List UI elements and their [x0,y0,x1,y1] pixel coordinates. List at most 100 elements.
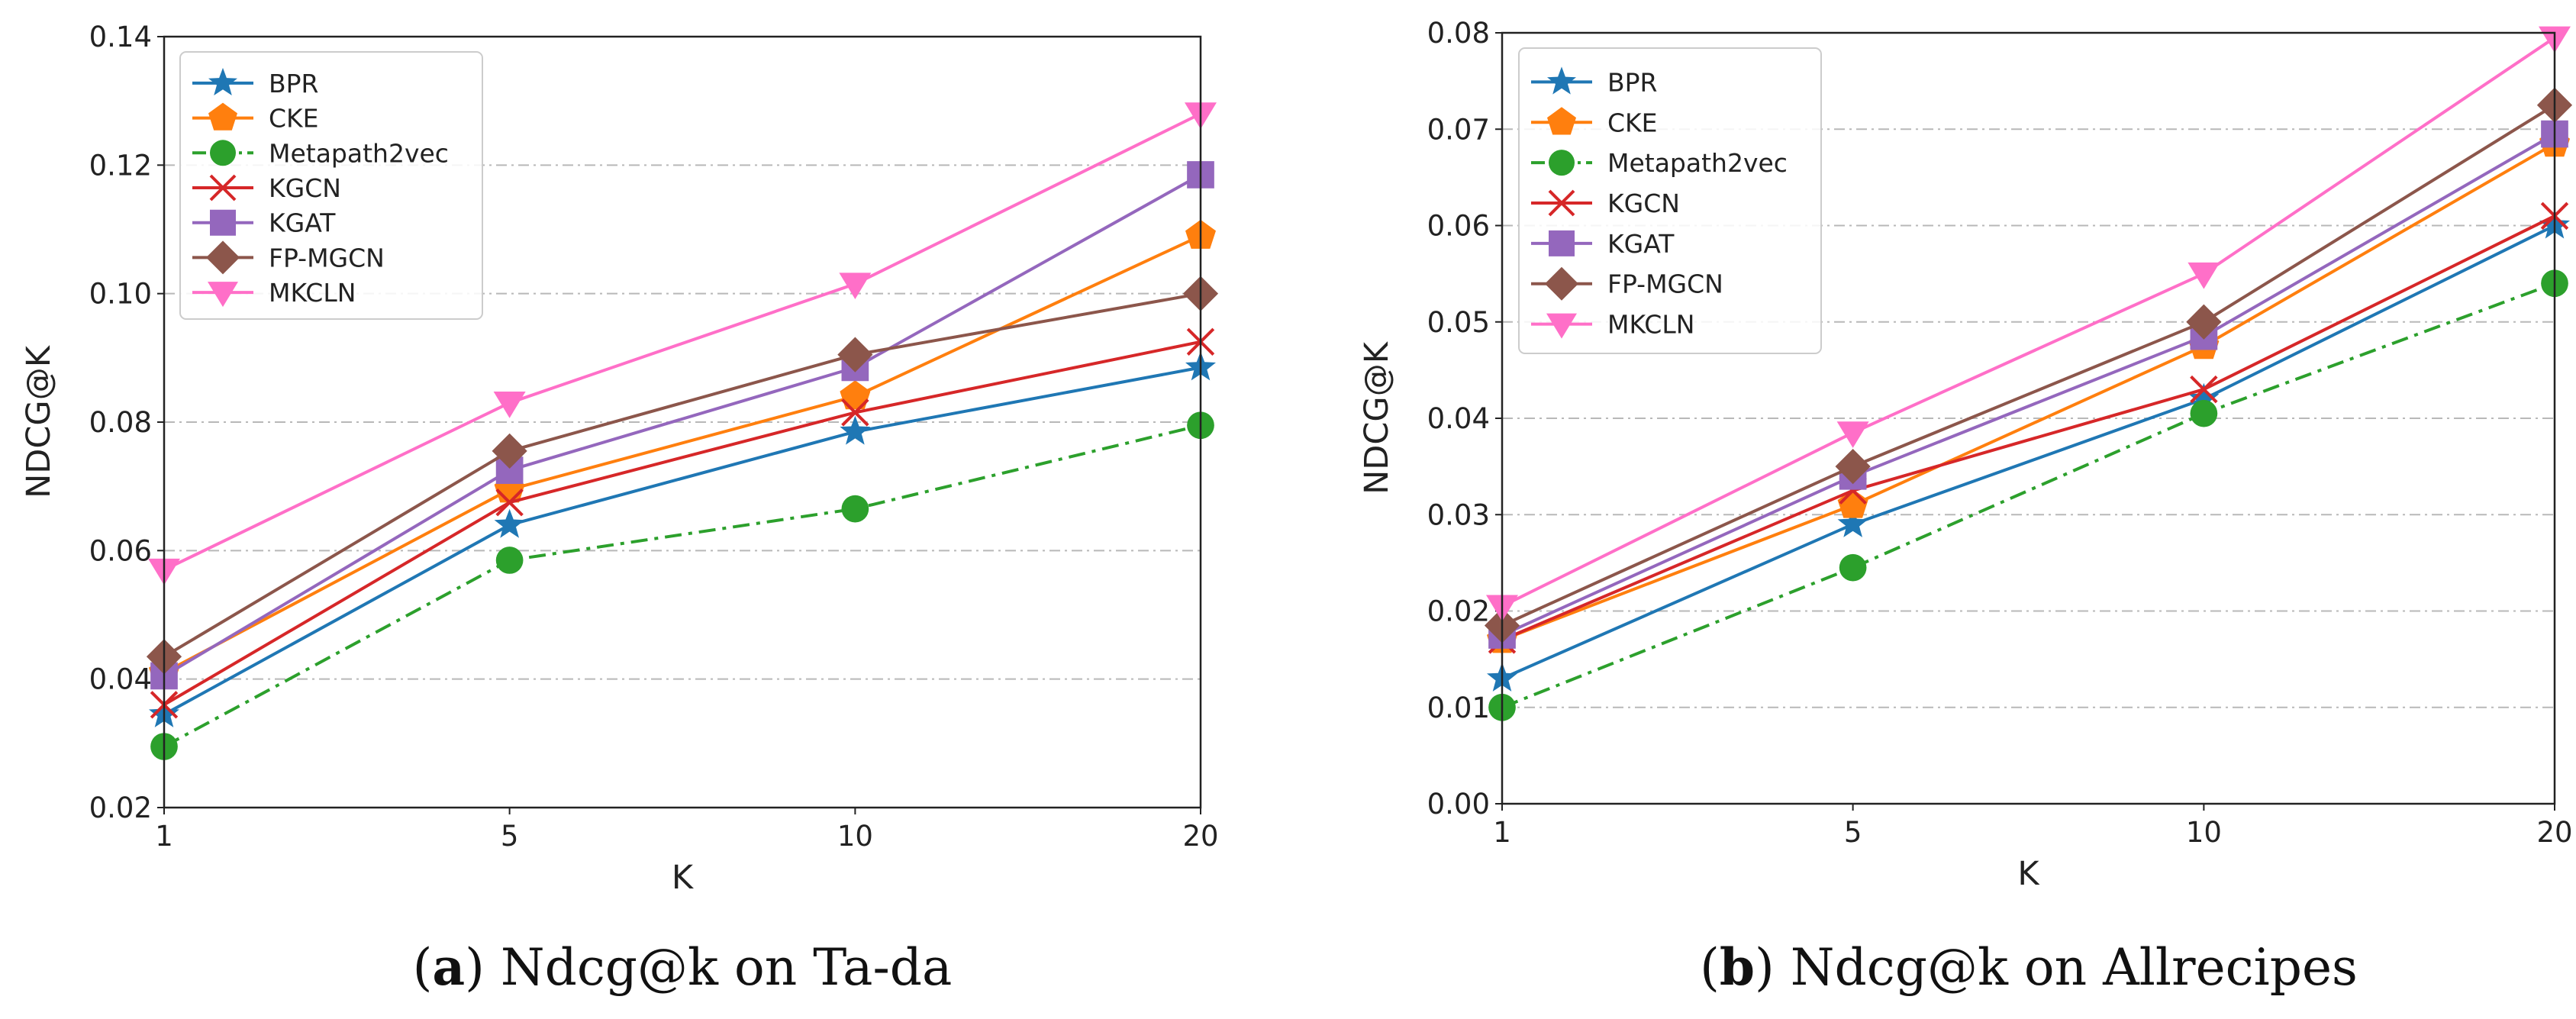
legend-label: KGAT [1607,229,1675,259]
data-point [841,398,869,427]
legend-label: CKE [1607,108,1658,137]
legend-marker [210,209,236,236]
legend-label: CKE [269,104,319,134]
x-tick-label: 20 [2536,816,2572,849]
plot-frame [163,35,1202,809]
x-tick-label: 20 [1182,820,1218,853]
legend-marker [208,102,237,131]
caption-letter: b [1720,937,1755,997]
x-tick-label: 10 [837,820,873,853]
legend: BPR CKE Metapath2vec KGCN KGAT FP-MGCN MKCLN [179,51,483,320]
data-point [2190,399,2218,427]
legend-marker [1546,313,1577,339]
legend-marker [1547,66,1576,95]
y-axis-label: NDCG@K [20,344,58,498]
y-tick-label: 0.02 [1427,595,1490,628]
y-tick-label: 0.14 [89,21,152,53]
data-point [840,415,871,445]
legend-label: KGAT [269,208,336,238]
data-point [1835,449,1871,485]
legend: BPR CKE Metapath2vec KGCN KGAT FP-MGCN MKCLN [1518,47,1822,354]
series-line [1501,103,2556,627]
x-axis-label: K [2017,855,2040,893]
data-point [1839,553,1867,582]
data-point [1836,421,1869,448]
legend-marker [1549,230,1575,256]
data-point [1837,508,1868,537]
series-line [1501,214,2555,642]
legend-label: KGCN [1607,189,1680,218]
x-tick-label: 1 [155,820,173,853]
series-mkcln [148,102,1217,585]
caption-letter: a [432,937,465,997]
series-line [163,173,1201,678]
series-line [163,234,1201,675]
legend-label: KGCN [269,173,341,203]
data-point [495,488,524,517]
data-point [2186,304,2222,340]
y-tick-label: 0.06 [89,534,152,567]
legend-marker [1547,107,1576,135]
figure-caption: (b) Ndcg@k on Allrecipes [1700,937,2358,997]
data-point [841,495,869,523]
data-point [493,392,526,418]
y-tick-label: 0.07 [1427,113,1490,146]
legend-marker [1548,189,1575,217]
y-tick-label: 0.08 [1427,17,1490,50]
legend-marker [209,174,237,202]
y-tick-label: 0.04 [1427,402,1490,435]
x-tick-label: 5 [1844,816,1862,849]
data-point [840,380,871,410]
legend-label: Metapath2vec [1607,148,1788,178]
data-point [1837,489,1868,518]
series-line [163,424,1201,748]
data-point [837,337,873,372]
y-tick-label: 0.04 [89,663,152,696]
x-axis-label: K [672,859,695,897]
y-tick-label: 0.08 [89,406,152,439]
y-tick-label: 0.03 [1427,498,1490,531]
series-kgcn [150,327,1215,719]
data-point [494,508,525,538]
legend-label: MKCLN [269,278,356,308]
y-axis-label: NDCG@K [1358,340,1396,495]
series-line [1501,132,2555,637]
legend-marker [208,282,238,308]
data-point [839,272,872,299]
series-line [163,112,1201,572]
legend-box [179,51,483,320]
legend-marker [1545,266,1578,301]
legend-label: BPR [269,69,318,98]
series-metapath2vec [150,411,1214,760]
caption-text: Ndcg@k on Ta-da [501,938,953,997]
caption-paren-open: ( [1700,938,1720,997]
series-line [1501,224,2555,680]
data-point [2188,382,2220,412]
chart-panel-a: 0.02 0.04 0.06 0.08 0.10 0.12 0.14 1 5 10 20 K NDCG@… [20,21,1219,997]
caption-text: Ndcg@k on Allrecipes [1791,938,2358,997]
caption-paren-open: ( [413,938,433,997]
legend-label: FP-MGCN [269,243,385,272]
y-tick-label: 0.05 [1427,306,1490,339]
x-tick-label: 1 [1493,816,1511,849]
data-point [2188,262,2220,289]
series-bpr [149,351,1216,727]
x-tick-label: 10 [2186,816,2222,849]
data-point [495,456,524,484]
legend-marker [208,67,237,95]
legend-label: Metapath2vec [269,138,449,168]
x-tick-label: 5 [501,820,519,853]
data-point [495,547,524,574]
plot-frame [1501,31,2556,805]
y-tick-label: 0.06 [1427,210,1490,243]
series-metapath2vec [1488,269,2568,721]
caption-paren-close: ) [1755,938,1791,997]
y-tick-label: 0.12 [89,149,152,182]
series-line [163,366,1201,716]
series-fp-mgcn [146,276,1219,675]
series-line [1501,142,2555,642]
legend-label: FP-MGCN [1607,269,1723,299]
y-tick-label: 0.10 [89,278,152,311]
legend-label: MKCLN [1607,310,1694,340]
